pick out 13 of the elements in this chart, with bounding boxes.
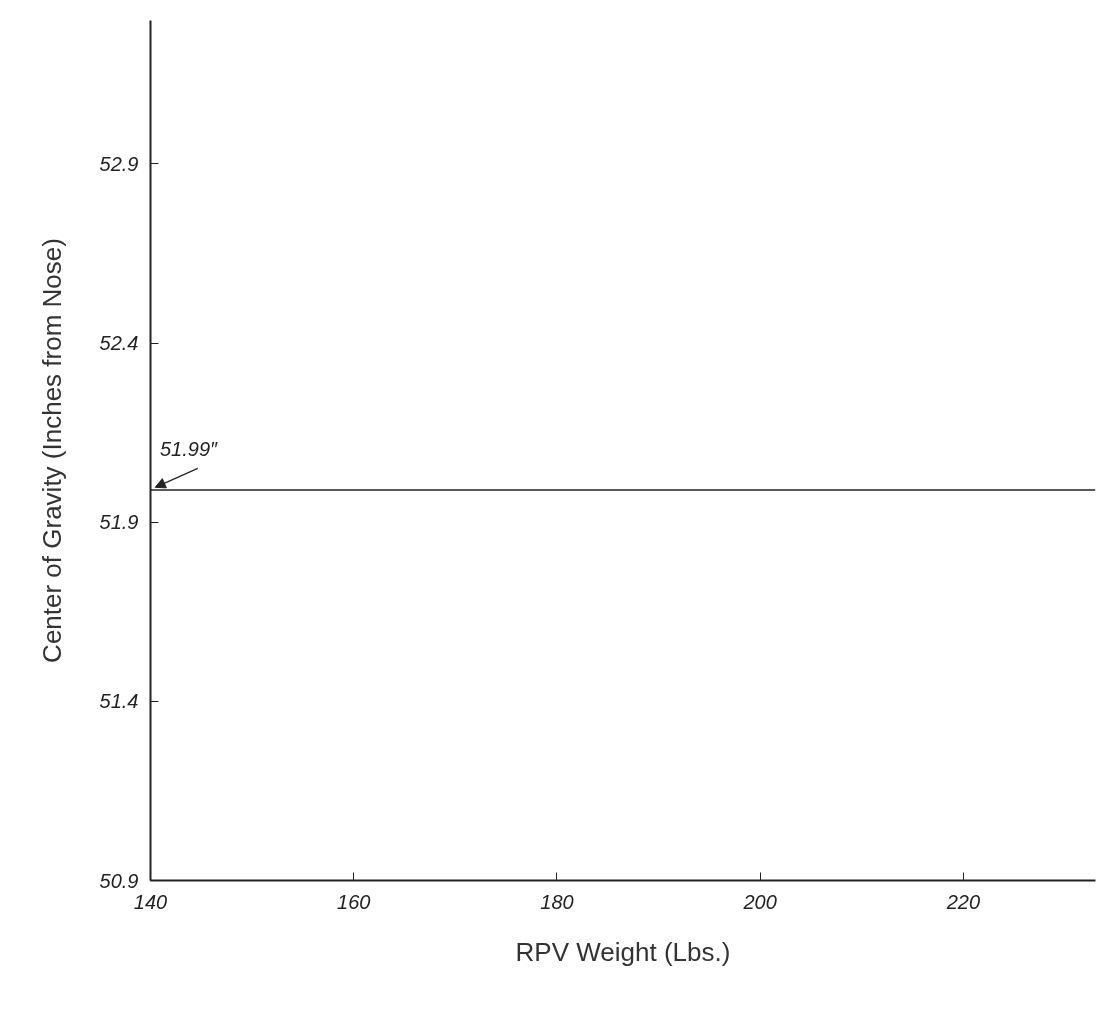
x-tick-label: 160 [337,890,371,913]
y-tick-label: 52.4 [99,332,139,354]
annotation: 51.99″ [159,437,218,460]
y-axis-title: Center of Gravity (Inches from Nose) [36,238,67,663]
x-tick-label: 140 [133,890,168,913]
y-tick-label: 51.4 [99,690,139,713]
x-axis-title: RPV Weight (Lbs.) [515,936,731,967]
x-tick-label: 220 [945,890,981,913]
x-tick-label: 200 [742,890,777,913]
y-tick-label: 51.9 [99,511,139,534]
y-tick-label: 50.9 [99,869,139,892]
y-tick-label: 52.9 [99,152,139,175]
x-tick-label: 180 [540,890,574,913]
